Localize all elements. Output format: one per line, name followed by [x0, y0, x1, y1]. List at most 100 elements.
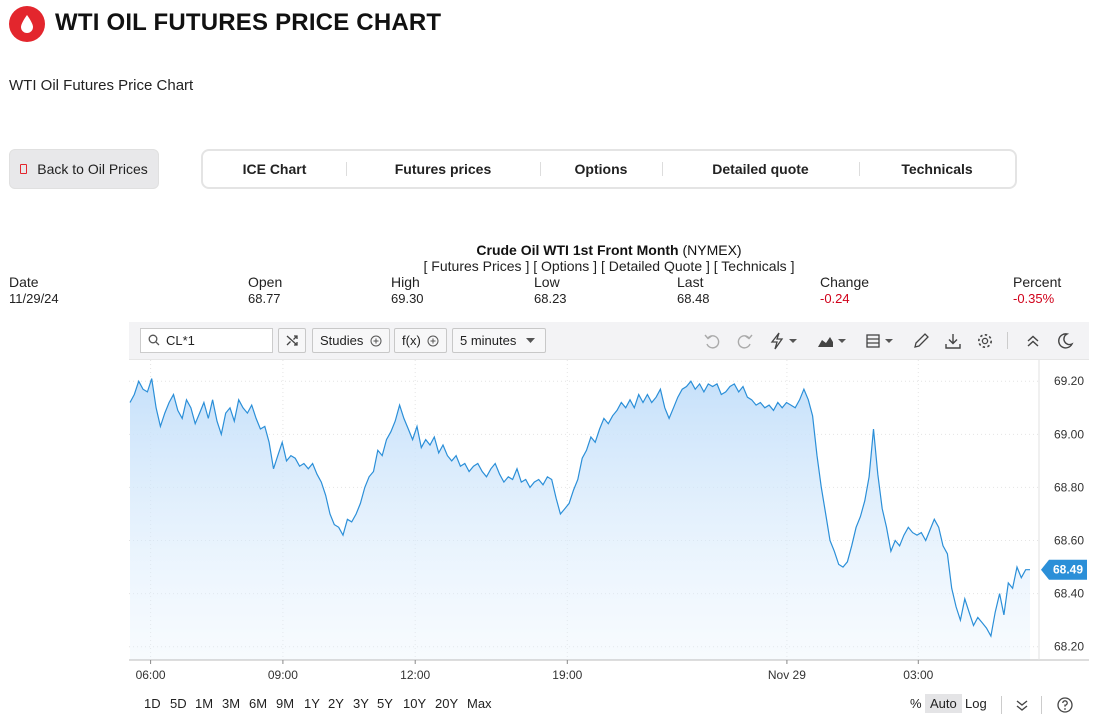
lightning-icon[interactable] — [769, 332, 801, 350]
tab-divider — [540, 162, 541, 176]
range-3y[interactable]: 3Y — [353, 696, 369, 711]
link-technicals[interactable]: [ Technicals ] — [713, 258, 795, 274]
range-5y[interactable]: 5Y — [377, 696, 393, 711]
link-options[interactable]: [ Options ] — [533, 258, 598, 274]
toolbar-divider — [1007, 332, 1008, 349]
studies-button[interactable]: Studies — [312, 328, 390, 353]
functions-label: f(x) — [402, 333, 421, 348]
back-icon — [20, 164, 28, 174]
link-detailed-quote[interactable]: [ Detailed Quote ] — [600, 258, 710, 274]
page-title: WTI OIL FUTURES PRICE CHART — [55, 9, 442, 36]
y-axis-ticks: 69.20 69.00 68.80 68.60 68.40 68.20 — [1054, 374, 1084, 653]
last-price-marker: 68.49 — [1041, 559, 1087, 580]
y-tick-label: 68.40 — [1054, 587, 1084, 601]
tab-divider — [859, 162, 860, 176]
functions-button[interactable]: f(x) — [394, 328, 448, 353]
chart-toolbar: CL*1 Studies f(x) 5 minutes — [129, 322, 1089, 360]
range-9m[interactable]: 9M — [276, 696, 295, 711]
range-1m[interactable]: 1M — [195, 696, 214, 711]
scale-percent[interactable]: % — [910, 696, 922, 711]
tab-divider — [346, 162, 347, 176]
chart-type-icon[interactable] — [817, 332, 849, 350]
studies-label: Studies — [320, 333, 364, 348]
layout-icon[interactable] — [865, 332, 897, 350]
tab-divider — [662, 162, 663, 176]
plus-circle-icon — [427, 335, 439, 347]
expand-down-icon[interactable] — [1015, 698, 1029, 712]
range-1y[interactable]: 1Y — [304, 696, 320, 711]
quote-value-high: 69.30 — [391, 291, 424, 306]
chart-links: [ Futures Prices ] [ Options ] [ Detaile… — [0, 258, 1098, 274]
chevron-down-icon — [526, 338, 535, 343]
price-area — [130, 378, 1030, 660]
y-tick-label: 68.60 — [1054, 534, 1084, 548]
search-icon — [148, 334, 160, 346]
download-icon[interactable] — [944, 332, 962, 350]
x-axis-ticks: 06:00 09:00 12:00 19:00 Nov 29 03:00 — [136, 660, 934, 682]
symbol-value: CL*1 — [166, 333, 195, 348]
range-2y[interactable]: 2Y — [328, 696, 344, 711]
pencil-icon[interactable] — [912, 332, 930, 350]
quote-label-percent: Percent — [1013, 274, 1062, 290]
undo-icon[interactable] — [703, 332, 721, 350]
y-tick-label: 68.20 — [1054, 640, 1084, 654]
interval-select[interactable]: 5 minutes — [452, 328, 546, 353]
chart-heading: Crude Oil WTI 1st Front Month (NYMEX) — [0, 242, 1098, 258]
quote-value-change: -0.24 — [820, 291, 850, 306]
back-button[interactable]: Back to Oil Prices — [9, 149, 159, 189]
range-divider — [1001, 696, 1002, 714]
moon-icon[interactable] — [1056, 332, 1074, 350]
tab-technicals[interactable]: Technicals — [901, 161, 973, 177]
scale-log[interactable]: Log — [965, 696, 987, 711]
price-chart[interactable]: 69.20 69.00 68.80 68.60 68.40 68.20 06:00 09:0… — [129, 360, 1089, 686]
last-price-label: 68.49 — [1053, 563, 1083, 577]
plus-circle-icon — [370, 335, 382, 347]
range-5d[interactable]: 5D — [170, 696, 187, 711]
quote-label-high: High — [391, 274, 420, 290]
help-icon[interactable] — [1056, 696, 1074, 714]
instrument-name: Crude Oil WTI 1st Front Month — [476, 242, 679, 258]
interval-value: 5 minutes — [460, 333, 517, 348]
redo-icon[interactable] — [736, 332, 754, 350]
page-subtitle: WTI Oil Futures Price Chart — [9, 77, 194, 94]
y-tick-label: 68.80 — [1054, 480, 1084, 494]
compare-button[interactable] — [278, 328, 306, 353]
gear-icon[interactable] — [976, 332, 994, 350]
quote-label-last: Last — [677, 274, 704, 290]
quote-label-low: Low — [534, 274, 560, 290]
back-button-label: Back to Oil Prices — [37, 161, 148, 177]
range-10y[interactable]: 10Y — [403, 696, 427, 711]
range-3m[interactable]: 3M — [222, 696, 241, 711]
quote-label-open: Open — [248, 274, 283, 290]
link-futures-prices[interactable]: [ Futures Prices ] — [423, 258, 530, 274]
x-tick-label: 09:00 — [268, 668, 298, 682]
x-tick-label: 12:00 — [400, 668, 430, 682]
x-tick-label: 06:00 — [136, 668, 166, 682]
x-tick-label: 03:00 — [903, 668, 933, 682]
range-1d[interactable]: 1D — [144, 696, 161, 711]
tab-options[interactable]: Options — [574, 161, 628, 177]
range-max[interactable]: Max — [467, 696, 492, 711]
shuffle-icon — [286, 335, 298, 346]
quote-value-open: 68.77 — [248, 291, 281, 306]
quote-label-date: Date — [9, 274, 39, 290]
tab-futures-prices[interactable]: Futures prices — [394, 161, 492, 177]
quote-value-low: 68.23 — [534, 291, 567, 306]
quote-value-percent: -0.35% — [1013, 291, 1055, 306]
range-20y[interactable]: 20Y — [435, 696, 459, 711]
tab-ice-chart[interactable]: ICE Chart — [242, 161, 307, 177]
quote-value-last: 68.48 — [677, 291, 710, 306]
nav-tabs: ICE Chart Futures prices Options Detaile… — [201, 149, 1017, 189]
x-tick-label: 19:00 — [552, 668, 582, 682]
scale-auto[interactable]: Auto — [925, 694, 962, 713]
tab-detailed-quote[interactable]: Detailed quote — [712, 161, 809, 177]
y-tick-label: 69.00 — [1054, 427, 1084, 441]
range-divider — [1041, 696, 1042, 714]
symbol-search-input[interactable]: CL*1 — [140, 328, 273, 353]
quote-value-date: 11/29/24 — [9, 291, 59, 306]
y-tick-label: 69.20 — [1054, 374, 1084, 388]
exchange-name: (NYMEX) — [682, 242, 742, 258]
range-6m[interactable]: 6M — [249, 696, 268, 711]
quote-label-change: Change — [820, 274, 870, 290]
collapse-icon[interactable] — [1025, 332, 1041, 350]
